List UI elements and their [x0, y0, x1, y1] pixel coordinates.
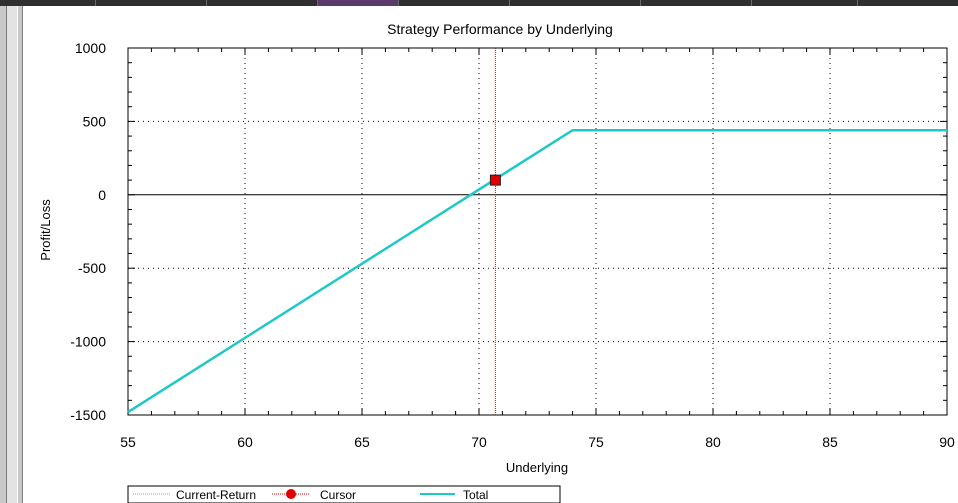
toolbar-tab[interactable] — [510, 0, 641, 6]
legend-total-label: Total — [463, 488, 488, 502]
x-tick-labels: 55 60 65 70 75 80 85 90 — [120, 434, 955, 450]
series-line-total — [127, 128, 947, 414]
y-tick-label: 0 — [98, 187, 106, 203]
toolbar-tab[interactable] — [641, 0, 752, 6]
toolbar-tab[interactable] — [0, 0, 96, 6]
toolbar-tab[interactable] — [752, 0, 858, 6]
x-tick-label: 85 — [822, 434, 838, 450]
plot-frame — [127, 47, 948, 416]
series-group — [127, 128, 947, 414]
legend-box — [127, 485, 561, 503]
grid-lines — [128, 48, 947, 415]
y-tick-label: 500 — [83, 113, 107, 129]
left-splitter-panel[interactable] — [0, 6, 23, 503]
x-tick-label: 65 — [354, 434, 370, 450]
y-tick-label: -1000 — [70, 334, 106, 350]
y-tick-labels: 1000 500 0 -500 -1000 -1500 — [70, 40, 106, 423]
splitter-handle[interactable] — [6, 6, 18, 503]
toolbar-tab[interactable] — [399, 0, 510, 6]
legend: Current-Return Cursor Total — [127, 485, 561, 503]
x-tick-label: 55 — [120, 434, 136, 450]
y-tick-label: -1500 — [70, 407, 106, 423]
y-tick-label: 1000 — [75, 40, 106, 56]
x-tick-label: 90 — [939, 434, 955, 450]
x-tick-label: 80 — [705, 434, 721, 450]
legend-cursor-label: Cursor — [320, 488, 356, 502]
x-tick-label: 70 — [471, 434, 487, 450]
toolbar-tab-active[interactable] — [318, 0, 399, 6]
y-axis-label: Profit/Loss — [38, 199, 53, 261]
top-toolbar-strip — [0, 0, 958, 6]
legend-cursor-marker — [286, 489, 296, 499]
toolbar-tab[interactable] — [96, 0, 207, 6]
y-tick-label: -500 — [78, 260, 106, 276]
toolbar-tab[interactable] — [207, 0, 318, 6]
chart-title: Strategy Performance by Underlying — [387, 21, 613, 37]
x-tick-label: 60 — [237, 434, 253, 450]
x-axis-label: Underlying — [506, 460, 568, 475]
cursor-marker[interactable] — [489, 174, 501, 186]
axis-ticks — [127, 47, 948, 416]
x-tick-label: 75 — [588, 434, 604, 450]
legend-current-return-label: Current-Return — [176, 488, 256, 502]
